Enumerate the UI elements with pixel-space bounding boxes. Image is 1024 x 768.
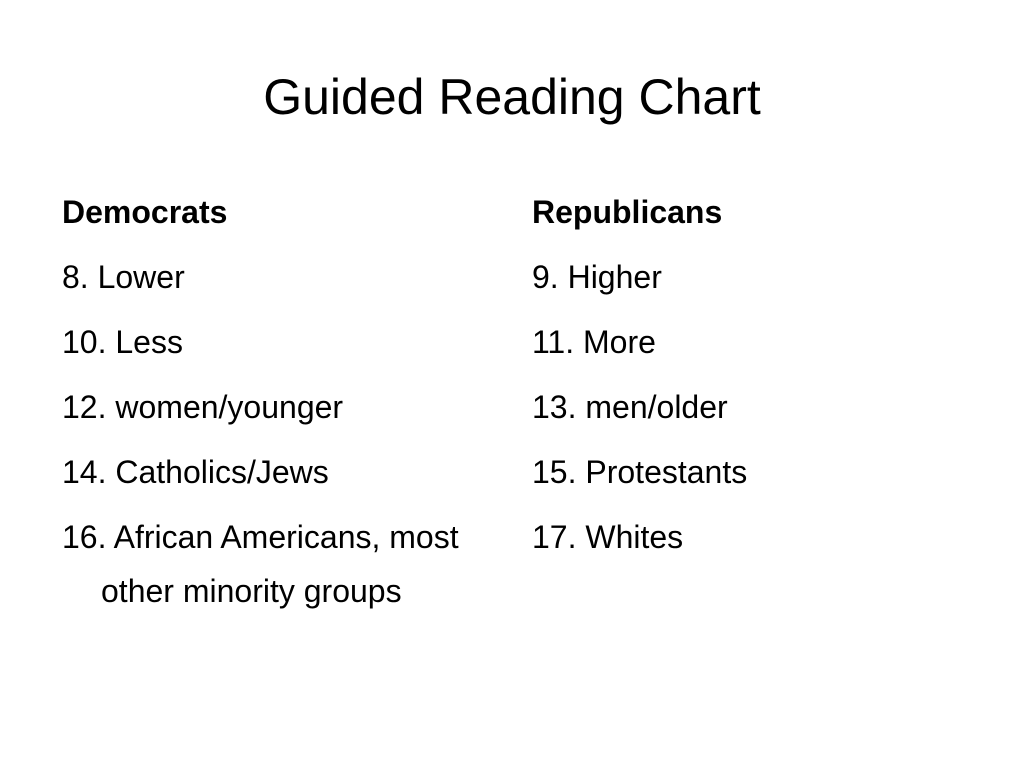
list-item: 8. Lower <box>62 259 185 295</box>
democrats-list: 8. Lower 10. Less 12. women/younger 14. … <box>62 250 514 618</box>
list-item: 14. Catholics/Jews <box>62 454 329 490</box>
democrats-column: Democrats 8. Lower 10. Less 12. women/yo… <box>62 186 514 629</box>
republicans-list: 9. Higher 11. More 13. men/older 15. Pro… <box>532 250 984 564</box>
list-item: 15. Protestants <box>532 454 748 490</box>
list-item: 13. men/older <box>532 389 728 425</box>
list-item: 9. Higher <box>532 259 662 295</box>
democrats-heading: Democrats <box>62 194 228 230</box>
list-item: 11. More <box>532 324 656 360</box>
republicans-column: Republicans 9. Higher 11. More 13. men/o… <box>532 186 984 575</box>
list-item: 16. African Americans, most other minori… <box>62 519 459 609</box>
list-item: 17. Whites <box>532 519 684 555</box>
list-item: 10. Less <box>62 324 183 360</box>
slide-title: Guided Reading Chart <box>263 69 761 125</box>
list-item: 12. women/younger <box>62 389 344 425</box>
republicans-heading: Republicans <box>532 194 723 230</box>
